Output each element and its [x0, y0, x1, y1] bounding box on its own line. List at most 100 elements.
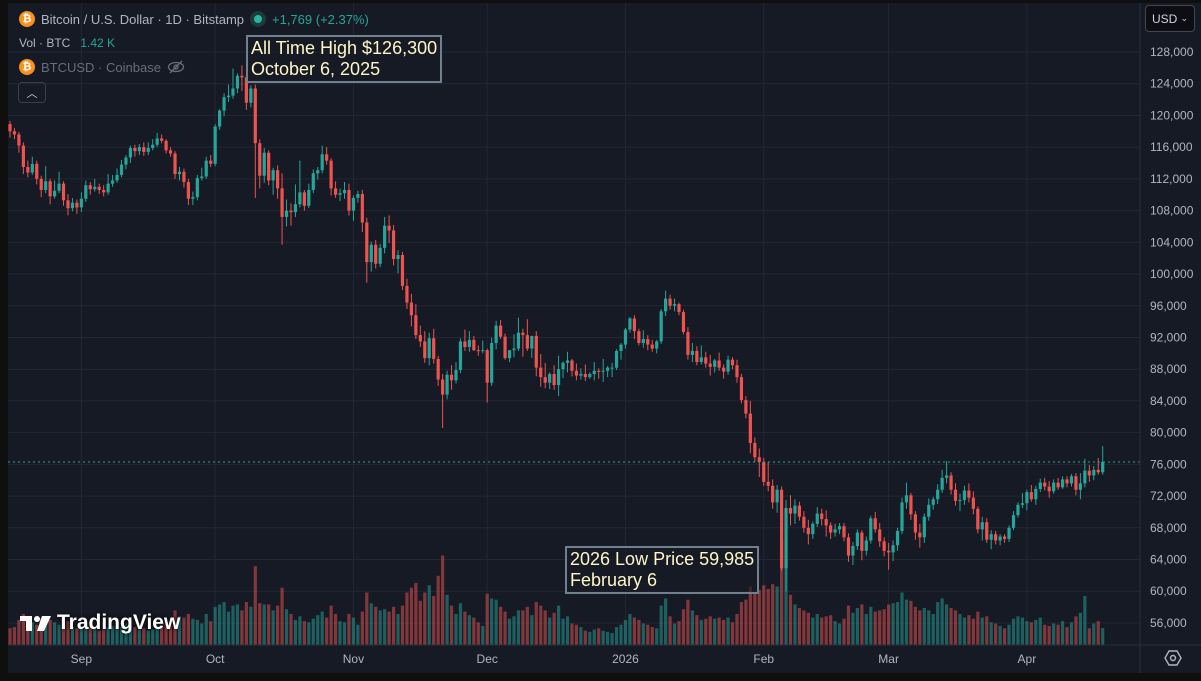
candle[interactable] — [548, 372, 552, 390]
candle[interactable] — [668, 294, 672, 310]
candle[interactable] — [342, 182, 347, 199]
candle[interactable] — [481, 340, 485, 354]
candle[interactable] — [35, 160, 39, 185]
candle[interactable] — [204, 156, 208, 179]
compare-symbol-legend[interactable]: ₿ BTCUSD · Coinbase — [19, 59, 185, 75]
candle[interactable] — [383, 216, 387, 254]
candle[interactable] — [570, 358, 574, 377]
candle[interactable] — [824, 510, 828, 537]
candle[interactable] — [601, 358, 605, 382]
candle[interactable] — [467, 331, 471, 352]
candle[interactable] — [619, 343, 623, 360]
candle[interactable] — [133, 144, 137, 157]
candle[interactable] — [110, 174, 115, 187]
candle[interactable] — [249, 85, 253, 108]
candle[interactable] — [757, 448, 761, 478]
candle[interactable] — [423, 331, 427, 363]
settings-icon[interactable] — [1164, 649, 1182, 667]
candle[interactable] — [623, 327, 628, 349]
candle[interactable] — [967, 483, 971, 503]
candle[interactable] — [606, 366, 610, 378]
candle[interactable] — [699, 345, 703, 365]
candle[interactable] — [66, 193, 70, 216]
candle[interactable] — [84, 180, 88, 202]
candle[interactable] — [325, 147, 329, 165]
candle[interactable] — [753, 437, 757, 462]
candle[interactable] — [681, 309, 686, 335]
candle[interactable] — [124, 155, 128, 170]
candle[interactable] — [766, 461, 770, 492]
candle[interactable] — [512, 334, 516, 358]
candle[interactable] — [543, 362, 547, 389]
candle[interactable] — [878, 523, 882, 547]
candle[interactable] — [998, 534, 1002, 546]
candle[interactable] — [503, 333, 507, 360]
collapse-legend-button[interactable]: ︿ — [18, 82, 46, 103]
candle[interactable] — [985, 518, 989, 543]
candle[interactable] — [186, 178, 190, 206]
candle[interactable] — [837, 523, 842, 535]
candle[interactable] — [1056, 477, 1060, 490]
candle[interactable] — [276, 165, 280, 199]
candle[interactable] — [695, 346, 699, 366]
candle[interactable] — [873, 511, 877, 533]
candle[interactable] — [882, 537, 886, 557]
candle[interactable] — [1002, 534, 1007, 543]
candle[interactable] — [298, 160, 302, 208]
candle[interactable] — [610, 362, 614, 378]
candle[interactable] — [333, 181, 338, 198]
candle[interactable] — [1025, 489, 1029, 511]
candle[interactable] — [289, 203, 293, 226]
candle[interactable] — [432, 328, 436, 364]
candle[interactable] — [338, 188, 342, 202]
eye-slash-icon[interactable] — [167, 60, 185, 74]
candle[interactable] — [989, 530, 993, 550]
candle[interactable] — [449, 365, 454, 390]
candle[interactable] — [267, 150, 271, 186]
candle[interactable] — [891, 540, 895, 562]
candle[interactable] — [686, 327, 690, 360]
candle[interactable] — [137, 143, 141, 156]
candle[interactable] — [980, 516, 984, 541]
candle[interactable] — [30, 156, 34, 175]
candle[interactable] — [21, 142, 25, 175]
candle[interactable] — [904, 482, 909, 509]
candle[interactable] — [1065, 476, 1069, 488]
candle[interactable] — [1060, 476, 1065, 489]
candle[interactable] — [659, 308, 663, 344]
candle[interactable] — [895, 527, 900, 551]
candle[interactable] — [717, 352, 721, 371]
candle[interactable] — [842, 523, 846, 542]
candle[interactable] — [102, 185, 106, 197]
candle[interactable] — [650, 339, 654, 352]
candle[interactable] — [88, 182, 92, 195]
candle[interactable] — [405, 278, 409, 309]
candle[interactable] — [793, 499, 797, 524]
candle[interactable] — [775, 484, 779, 513]
candle[interactable] — [664, 290, 668, 317]
candle[interactable] — [918, 523, 922, 548]
candle[interactable] — [280, 173, 284, 245]
candle[interactable] — [646, 335, 650, 351]
candle[interactable] — [494, 320, 498, 350]
candle[interactable] — [1020, 492, 1025, 508]
candle[interactable] — [994, 530, 998, 545]
candle[interactable] — [802, 511, 806, 533]
candle[interactable] — [182, 168, 186, 188]
candle[interactable] — [677, 302, 681, 316]
candle[interactable] — [378, 243, 382, 267]
candle[interactable] — [458, 338, 463, 374]
candle[interactable] — [940, 469, 944, 493]
candle[interactable] — [146, 142, 150, 156]
candle[interactable] — [160, 134, 164, 144]
candle[interactable] — [307, 183, 311, 209]
candle[interactable] — [44, 166, 48, 194]
candle[interactable] — [583, 364, 587, 382]
candle[interactable] — [97, 183, 101, 194]
candle[interactable] — [293, 184, 298, 217]
candle[interactable] — [499, 320, 503, 340]
candle[interactable] — [168, 147, 173, 157]
candle[interactable] — [637, 328, 641, 346]
candle[interactable] — [936, 484, 940, 505]
candle[interactable] — [1043, 477, 1047, 491]
